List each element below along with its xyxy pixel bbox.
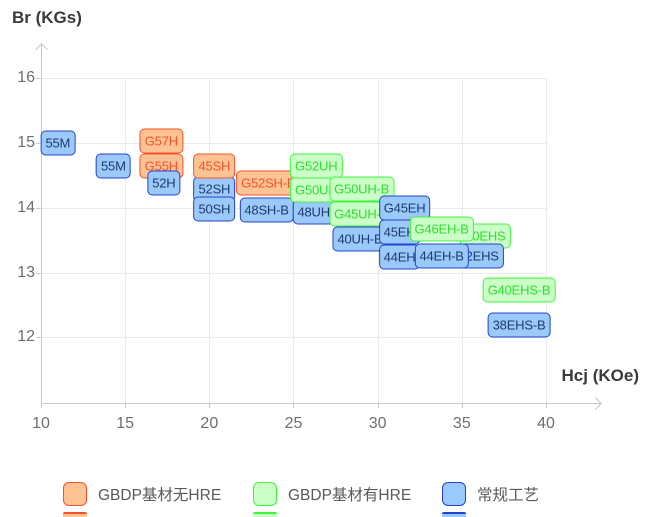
x-tick-35 <box>461 403 463 408</box>
point-45sh[interactable]: 45SH <box>193 153 236 179</box>
point-38ehs-b[interactable]: 38EHS-B <box>487 312 551 338</box>
y-tick-15 <box>36 143 41 144</box>
x-tick-label-10: 10 <box>32 415 50 432</box>
x-tick-25 <box>293 403 295 408</box>
x-tick-15 <box>125 403 127 408</box>
point-50sh[interactable]: 50SH <box>193 196 236 222</box>
y-tick-13 <box>36 272 41 274</box>
gridline-x-40 <box>545 78 547 403</box>
y-axis-line <box>41 45 42 403</box>
point-g45eh[interactable]: G45EH <box>378 195 431 221</box>
x-tick-40 <box>545 403 547 408</box>
legend-label: GBDP基材有HRE <box>288 487 412 504</box>
y-tick-12 <box>36 337 41 339</box>
point-52h[interactable]: 52H <box>147 170 181 196</box>
y-axis-arrow-icon <box>35 43 48 56</box>
point-g57h[interactable]: G57H <box>139 128 183 154</box>
point-48sh-b[interactable]: 48SH-B <box>239 197 294 223</box>
y-axis-title: Br (KGs) <box>12 8 82 27</box>
x-tick-20 <box>209 403 211 408</box>
x-tick-30 <box>377 403 379 408</box>
point-55m[interactable]: 55M <box>96 153 131 179</box>
x-tick-label-30: 30 <box>368 415 387 432</box>
point-40uh-b[interactable]: 40UH-B <box>332 226 388 252</box>
legend-item-conventional[interactable]: 常规工艺 <box>442 482 539 506</box>
y-tick-14 <box>36 207 41 209</box>
y-tick-label-15: 15 <box>17 134 35 151</box>
x-tick-10 <box>41 403 42 408</box>
x-axis-arrow-icon <box>589 397 602 410</box>
legend-swatch-icon <box>442 482 466 506</box>
point-g46eh-b[interactable]: G46EH-B <box>409 216 474 242</box>
y-tick-label-14: 14 <box>17 198 35 216</box>
point-g52uh[interactable]: G52UH <box>290 153 343 179</box>
y-tick-16 <box>36 78 41 80</box>
point-44eh-b[interactable]: 44EH-B <box>414 243 469 269</box>
gridline-x-25 <box>293 78 295 403</box>
legend-label: GBDP基材无HRE <box>98 487 222 504</box>
x-axis-line <box>41 403 600 404</box>
y-tick-label-12: 12 <box>17 328 35 346</box>
legend-item-gbdp_no_hre[interactable]: GBDP基材无HRE <box>63 482 221 506</box>
point-g40ehs-b[interactable]: G40EHS-B <box>482 277 556 303</box>
x-tick-label-20: 20 <box>200 415 219 432</box>
point-55m[interactable]: 55M <box>40 130 76 156</box>
gridline-x-20 <box>209 78 211 403</box>
legend-label: 常规工艺 <box>477 487 540 504</box>
x-tick-label-15: 15 <box>116 415 135 432</box>
legend-swatch-icon <box>253 482 277 506</box>
x-tick-label-35: 35 <box>452 415 471 432</box>
gridline-x-15 <box>125 78 127 403</box>
y-tick-label-16: 16 <box>17 69 35 87</box>
point-44eh[interactable]: 44EH <box>378 244 421 270</box>
legend-swatch-icon <box>63 482 87 506</box>
y-tick-label-13: 13 <box>17 263 35 281</box>
x-tick-label-25: 25 <box>284 415 303 432</box>
x-tick-label-40: 40 <box>537 415 555 432</box>
point-g52sh-b[interactable]: G52SH-B <box>236 170 301 196</box>
legend-item-gbdp_hre[interactable]: GBDP基材有HRE <box>253 482 411 506</box>
x-axis-title: Hcj (KOe) <box>561 366 639 385</box>
